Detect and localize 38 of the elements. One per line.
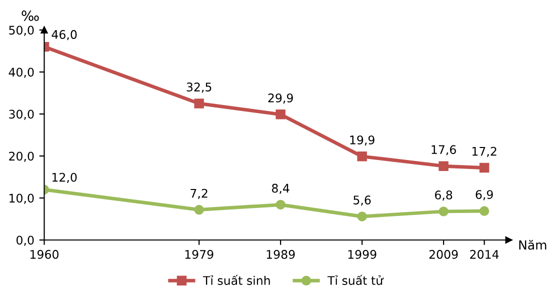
data-label: 7,2 — [190, 188, 208, 199]
y-tick-label: 30,0 — [9, 110, 34, 120]
data-label: 12,0 — [52, 172, 77, 183]
y-axis-title: ‰ — [22, 10, 39, 22]
data-label: 6,9 — [476, 190, 493, 200]
legend-label: Tỉ suất sinh — [202, 274, 270, 285]
data-label: 17,2 — [472, 146, 496, 157]
x-tick-label: 1989 — [266, 250, 295, 259]
y-tick-label: 0,0 — [16, 236, 34, 246]
data-label: 19,9 — [350, 135, 374, 146]
x-tick-label: 1960 — [30, 250, 58, 259]
x-tick-label: 2014 — [470, 250, 499, 259]
data-label: 32,5 — [186, 82, 212, 93]
point — [479, 162, 490, 173]
y-tick-label: 20,0 — [9, 152, 34, 162]
data-label: 17,6 — [432, 145, 456, 156]
x-tick-label: 1979 — [185, 250, 214, 259]
point — [357, 212, 367, 222]
x-tick-label: 2009 — [429, 250, 458, 259]
data-label: 8,4 — [272, 184, 290, 194]
x-axis-title: Năm — [519, 240, 546, 250]
point — [438, 161, 448, 171]
data-label: 46,0 — [52, 30, 77, 40]
x-tick-label: 1999 — [348, 250, 376, 259]
point — [438, 206, 448, 216]
y-tick-label: 40,0 — [8, 68, 34, 78]
point — [194, 204, 204, 215]
point — [194, 98, 204, 108]
point — [276, 200, 286, 210]
point — [276, 110, 286, 120]
data-label: 29,9 — [268, 93, 293, 104]
legend-label: Tỉ suất tử — [327, 274, 384, 285]
y-tick-label: 50,0 — [9, 26, 34, 36]
y-tick-label: 10,0 — [10, 194, 34, 204]
data-label: 6,8 — [435, 190, 452, 201]
data-label: 5,6 — [354, 196, 371, 206]
point — [357, 152, 367, 162]
point — [479, 206, 490, 216]
